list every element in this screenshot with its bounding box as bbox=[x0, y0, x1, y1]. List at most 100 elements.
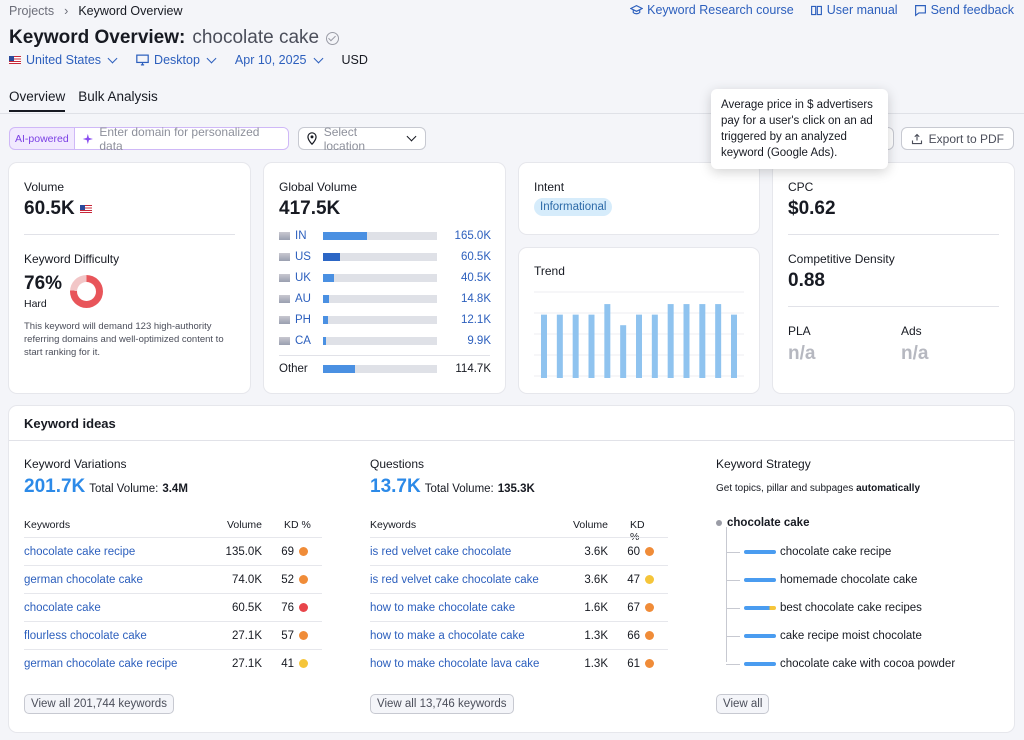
us-flag-icon bbox=[9, 56, 21, 64]
date-select-value: Apr 10, 2025 bbox=[234, 53, 307, 67]
keyword-link[interactable]: chocolate cake bbox=[24, 601, 101, 614]
divider bbox=[24, 234, 235, 235]
keyword-link[interactable]: chocolate cake recipe bbox=[24, 545, 136, 558]
country-bar bbox=[323, 295, 437, 303]
volume-value: 60.5K bbox=[24, 198, 75, 219]
keyword-link[interactable]: how to make a chocolate cake bbox=[370, 629, 525, 642]
export-pdf-button[interactable]: Export to PDF bbox=[900, 127, 1014, 150]
strategy-subpage[interactable]: best chocolate cake recipes bbox=[726, 602, 922, 614]
keyword-link[interactable]: is red velvet cake chocolate bbox=[370, 545, 512, 558]
strategy-subpage[interactable]: homemade chocolate cake bbox=[726, 574, 917, 586]
variations-count: 201.7K bbox=[24, 476, 86, 497]
view-all-questions-button[interactable]: View all 13,746 keywords bbox=[370, 694, 514, 714]
variations-title: Keyword Variations bbox=[24, 457, 127, 471]
other-bar-fill bbox=[323, 365, 355, 373]
keyword-link[interactable]: how to make chocolate lava cake bbox=[370, 657, 540, 670]
strategy-subtitle-text: Get topics, pillar and subpages bbox=[716, 483, 854, 494]
tree-connector bbox=[726, 579, 740, 581]
ai-bar: AI-powered Enter domain for personalized… bbox=[9, 125, 426, 153]
location-select[interactable]: Select location bbox=[297, 125, 426, 153]
keyword-link[interactable]: german chocolate cake recipe bbox=[24, 657, 178, 670]
tabs: Overview Bulk Analysis bbox=[9, 89, 158, 112]
top-links: Keyword Research course User manual Send… bbox=[630, 3, 1014, 17]
view-all-variations-button[interactable]: View all 201,744 keywords bbox=[24, 694, 174, 714]
send-feedback-link[interactable]: Send feedback bbox=[914, 3, 1014, 17]
column-header-keywords: Keywords bbox=[24, 519, 71, 531]
ai-domain-box: AI-powered Enter domain for personalized… bbox=[9, 125, 289, 153]
device-select[interactable]: Desktop bbox=[136, 53, 217, 67]
competitive-density-label: Competitive Density bbox=[788, 252, 895, 266]
country-bar bbox=[323, 253, 437, 261]
trend-bar bbox=[541, 314, 547, 378]
subpage-label: best chocolate cake recipes bbox=[780, 602, 922, 614]
country-code[interactable]: PH bbox=[295, 314, 311, 326]
country-code[interactable]: UK bbox=[295, 272, 311, 284]
manual-link-label: User manual bbox=[826, 3, 898, 17]
export-pdf-label: Export to PDF bbox=[928, 131, 1004, 146]
book-icon bbox=[810, 5, 822, 15]
questions-total-value: 135.3K bbox=[497, 483, 535, 495]
kd-indicator-dot bbox=[645, 575, 654, 584]
kd-indicator-dot bbox=[645, 603, 654, 612]
country-bar bbox=[323, 274, 437, 282]
kd-ring-gauge bbox=[70, 275, 103, 308]
trend-bar bbox=[667, 304, 674, 378]
subpage-label: chocolate cake with cocoa powder bbox=[780, 658, 956, 670]
keyword-research-course-link[interactable]: Keyword Research course bbox=[630, 3, 794, 17]
kd-description: This keyword will demand 123 high-author… bbox=[24, 321, 224, 358]
keyword-kd: 52 bbox=[281, 573, 294, 586]
date-select[interactable]: Apr 10, 2025 bbox=[234, 53, 323, 67]
tree-branch-bar bbox=[744, 606, 776, 610]
country-bar-fill bbox=[323, 316, 328, 324]
country-code[interactable]: IN bbox=[295, 230, 307, 242]
keyword-link[interactable]: flourless chocolate cake bbox=[24, 629, 147, 642]
country-code[interactable]: US bbox=[295, 251, 311, 263]
chevron-right-icon: › bbox=[64, 4, 69, 18]
tree-connector bbox=[726, 635, 740, 637]
sparkle-icon bbox=[82, 133, 93, 144]
country-row: PH 12.1K bbox=[279, 314, 491, 326]
keyword-volume: 74.0K bbox=[231, 573, 262, 586]
table-row: is red velvet cake chocolate 3.6K 60 bbox=[370, 537, 668, 565]
country-code[interactable]: AU bbox=[295, 293, 311, 305]
country-volume: 12.1K bbox=[460, 314, 491, 326]
breadcrumb: Projects › Keyword Overview bbox=[9, 4, 183, 18]
breadcrumb-projects[interactable]: Projects bbox=[9, 4, 55, 18]
tab-bulk-analysis[interactable]: Bulk Analysis bbox=[78, 89, 158, 104]
variations-count-row: 201.7K Total Volume: 3.4M bbox=[24, 476, 188, 498]
country-select[interactable]: United States bbox=[9, 53, 118, 67]
kd-indicator-dot bbox=[645, 659, 654, 668]
country-volume: 40.5K bbox=[460, 272, 491, 284]
cpc-label: CPC bbox=[788, 180, 814, 194]
keyword-volume: 1.3K bbox=[584, 629, 608, 642]
trend-bar bbox=[588, 314, 595, 378]
currency-label: USD bbox=[341, 53, 368, 67]
page-title-keyword: chocolate cake bbox=[192, 27, 320, 48]
keyword-link[interactable]: is red velvet cake chocolate cake bbox=[370, 573, 539, 586]
kd-indicator-dot bbox=[299, 603, 308, 612]
keyword-link[interactable]: how to make chocolate cake bbox=[370, 601, 516, 614]
domain-input[interactable]: Enter domain for personalized data bbox=[73, 125, 288, 153]
kd-indicator-dot bbox=[299, 659, 308, 668]
kd-level: Hard bbox=[24, 298, 47, 310]
questions-count-row: 13.7K Total Volume: 135.3K bbox=[370, 476, 535, 498]
course-link-label: Keyword Research course bbox=[647, 3, 794, 17]
keyword-volume: 27.1K bbox=[231, 657, 262, 670]
country-bar-fill bbox=[323, 274, 335, 282]
country-flag-icon bbox=[279, 274, 290, 282]
trend-bar bbox=[715, 304, 722, 378]
subpage-label: homemade chocolate cake bbox=[780, 574, 918, 586]
keyword-link[interactable]: german chocolate cake bbox=[24, 573, 143, 586]
user-manual-link[interactable]: User manual bbox=[810, 3, 898, 17]
country-code[interactable]: CA bbox=[295, 335, 311, 347]
kd-indicator-dot bbox=[645, 547, 654, 556]
tree-branch-bar bbox=[744, 634, 776, 638]
tree-branch-bar bbox=[744, 550, 776, 554]
tab-overview[interactable]: Overview bbox=[9, 89, 66, 112]
strategy-subpage[interactable]: chocolate cake with cocoa powder bbox=[726, 658, 955, 670]
strategy-subpage[interactable]: cake recipe moist chocolate bbox=[726, 630, 922, 642]
strategy-subpage[interactable]: chocolate cake recipe bbox=[726, 546, 891, 558]
table-row: chocolate cake recipe 135.0K 69 bbox=[24, 537, 322, 565]
view-all-strategy-button[interactable]: View all bbox=[716, 694, 770, 714]
keyword-volume: 60.5K bbox=[231, 601, 262, 614]
